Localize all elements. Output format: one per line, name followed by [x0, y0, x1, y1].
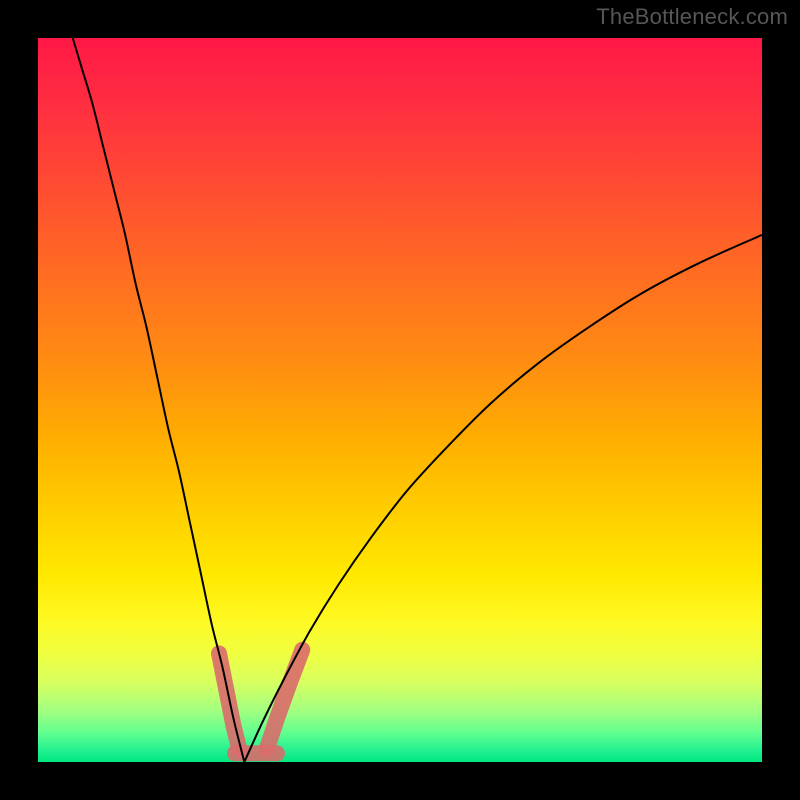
curve-layer — [38, 38, 762, 762]
highlight-segment-right — [267, 650, 302, 749]
watermark-text: TheBottleneck.com — [596, 4, 788, 30]
curve-right-branch — [244, 235, 762, 762]
curve-left-branch — [73, 38, 245, 762]
plot-area — [38, 38, 762, 762]
